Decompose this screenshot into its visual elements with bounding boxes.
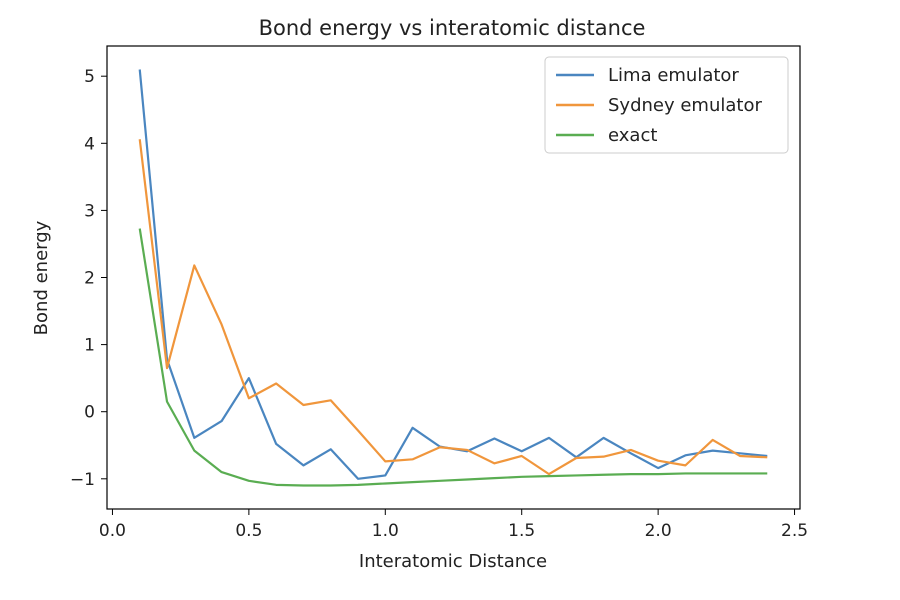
y-tick-label: 1 — [84, 336, 95, 356]
series-layer — [138, 69, 768, 487]
x-tick-label: 2.5 — [781, 521, 808, 541]
x-tick-label: 2.0 — [645, 521, 672, 541]
y-axis-ticks: −1 0 1 2 3 4 5 — [70, 67, 107, 490]
legend-box — [544, 56, 789, 154]
y-axis-label: Bond energy — [31, 220, 52, 335]
x-tick-label: 0.5 — [235, 521, 262, 541]
x-tick-label: 1.0 — [372, 521, 399, 541]
legend-label: Sydney emulator — [608, 95, 762, 116]
y-tick-label: 5 — [84, 67, 95, 87]
y-tick-label: 4 — [84, 134, 95, 154]
series-line-2 — [138, 139, 768, 476]
y-tick-label: 3 — [84, 201, 95, 221]
y-tick-label: −1 — [70, 470, 95, 490]
x-axis-ticks: 0.0 0.5 1.0 1.5 2.0 2.5 — [99, 509, 808, 541]
legend-label: Lima emulator — [608, 65, 739, 86]
x-tick-label: 0.0 — [99, 521, 126, 541]
x-tick-label: 1.5 — [508, 521, 535, 541]
legend: Lima emulator Sydney emulator exact — [544, 56, 789, 154]
y-tick-label: 2 — [84, 269, 95, 289]
x-axis-label: Interatomic Distance — [359, 551, 547, 572]
chart-title: Bond energy vs interatomic distance — [259, 16, 646, 40]
series-line-3 — [138, 228, 768, 487]
legend-label: exact — [608, 125, 657, 146]
y-tick-label: 0 — [84, 403, 95, 423]
